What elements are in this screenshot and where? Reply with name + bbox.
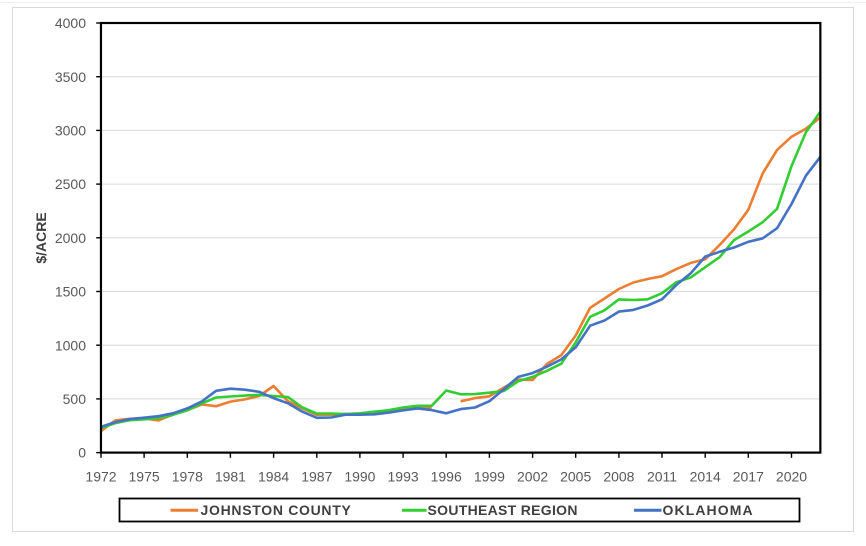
svg-text:OKLAHOMA: OKLAHOMA	[663, 502, 754, 518]
svg-text:$/ACRE: $/ACRE	[33, 212, 49, 263]
svg-text:500: 500	[63, 391, 87, 407]
svg-text:2500: 2500	[55, 176, 86, 192]
svg-text:1978: 1978	[172, 468, 203, 484]
svg-text:JOHNSTON COUNTY: JOHNSTON COUNTY	[201, 502, 352, 518]
svg-text:1990: 1990	[344, 468, 375, 484]
svg-text:4000: 4000	[55, 15, 86, 31]
svg-text:1972: 1972	[85, 468, 116, 484]
svg-text:2017: 2017	[733, 468, 764, 484]
svg-text:3000: 3000	[55, 123, 86, 139]
svg-text:1999: 1999	[474, 468, 505, 484]
svg-text:1975: 1975	[129, 468, 160, 484]
svg-text:SOUTHEAST REGION: SOUTHEAST REGION	[428, 502, 578, 518]
svg-text:1500: 1500	[55, 284, 86, 300]
svg-text:2014: 2014	[690, 468, 721, 484]
svg-text:3500: 3500	[55, 69, 86, 85]
svg-text:1993: 1993	[388, 468, 419, 484]
svg-text:0: 0	[78, 445, 86, 461]
svg-text:2005: 2005	[560, 468, 591, 484]
svg-text:2011: 2011	[647, 468, 677, 484]
svg-text:1996: 1996	[431, 468, 462, 484]
svg-text:1000: 1000	[55, 337, 86, 353]
svg-text:2008: 2008	[603, 468, 634, 484]
svg-text:1987: 1987	[301, 468, 332, 484]
svg-text:1981: 1981	[215, 468, 246, 484]
svg-text:2000: 2000	[55, 230, 86, 246]
svg-text:2020: 2020	[776, 468, 807, 484]
svg-text:1984: 1984	[258, 468, 289, 484]
svg-text:2002: 2002	[517, 468, 548, 484]
